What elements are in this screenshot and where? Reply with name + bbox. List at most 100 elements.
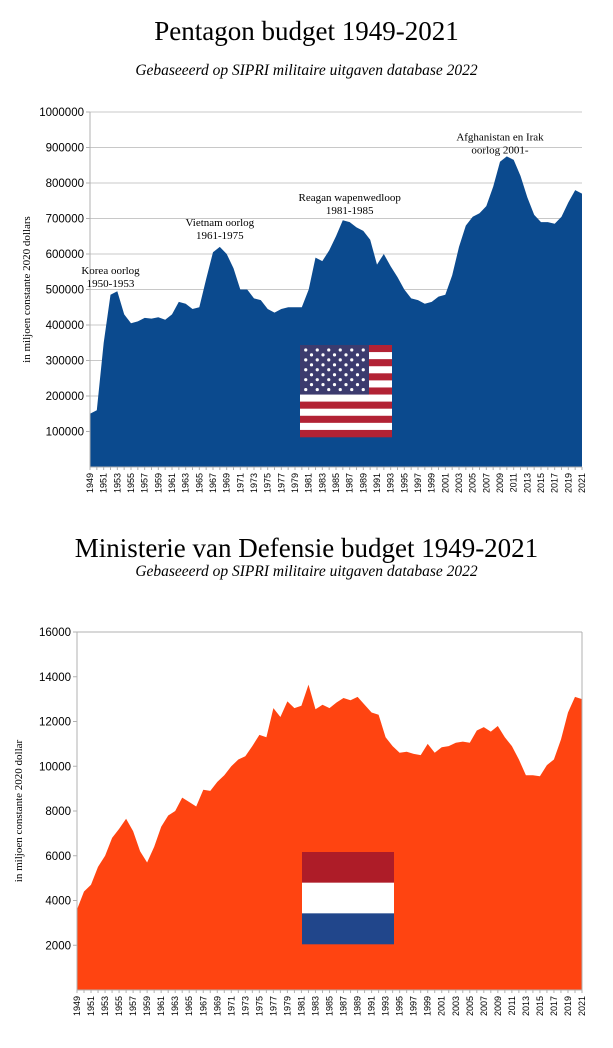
flag-stripe	[300, 415, 392, 424]
flag-star	[332, 373, 337, 377]
annotation-label: 1961-1975	[196, 230, 244, 242]
y-tick-label: 16000	[39, 627, 71, 639]
flag-stripe	[300, 401, 392, 409]
flag-star	[321, 363, 325, 367]
flag-star	[338, 358, 342, 362]
annotation-label: 1981-1985	[326, 205, 374, 217]
x-tick-label: 1995	[395, 996, 405, 1016]
x-tick-label: 1983	[310, 996, 320, 1016]
x-tick-label: 2011	[507, 996, 517, 1015]
flag-star	[304, 348, 308, 352]
x-tick-label: 1981	[304, 473, 314, 493]
x-tick-label: 2017	[550, 473, 560, 493]
x-tick-label: 2001	[437, 996, 447, 1016]
x-tick-label: 2021	[577, 996, 587, 1016]
x-tick-label: 1991	[372, 473, 382, 493]
y-tick-label: 12000	[39, 717, 71, 729]
x-tick-label: 1971	[226, 996, 236, 1016]
y-tick-label: 4000	[45, 896, 71, 908]
x-tick-label: 1959	[142, 996, 152, 1016]
flag-star	[350, 378, 354, 382]
x-tick-label: 1997	[409, 996, 419, 1016]
y-tick-label: 400000	[46, 320, 84, 332]
flag-star	[355, 353, 360, 357]
flag-star	[332, 353, 337, 357]
flag-star	[338, 348, 342, 352]
annotation-label: Reagan wapenwedloop	[299, 192, 402, 204]
flag-star	[350, 387, 354, 392]
x-tick-label: 1977	[276, 473, 286, 493]
y-tick-label: 800000	[46, 178, 84, 190]
flag-star	[350, 348, 354, 352]
x-tick-label: 2017	[549, 996, 559, 1016]
x-tick-label: 1957	[140, 473, 150, 493]
y-tick-label: 700000	[46, 214, 84, 226]
flag-star	[315, 368, 319, 372]
x-tick-label: 1953	[100, 996, 110, 1016]
x-tick-label: 1981	[296, 996, 306, 1016]
y-tick-label: 1000000	[39, 107, 84, 119]
x-tick-label: 1969	[222, 473, 232, 493]
flag-canton	[300, 345, 369, 395]
flag-star	[350, 368, 354, 372]
flag-star	[304, 358, 308, 362]
x-tick-label: 2005	[465, 996, 475, 1016]
y-tick-label: 100000	[46, 427, 84, 439]
flag-star	[350, 358, 354, 362]
x-tick-label: 1961	[156, 996, 166, 1016]
annotation-label: Afghanistan en Irak	[456, 132, 544, 144]
flag-star	[327, 348, 331, 352]
flag-star	[361, 378, 365, 382]
x-tick-label: 1955	[114, 996, 124, 1016]
flag-star	[315, 387, 319, 392]
flag-star	[309, 373, 314, 377]
flag-star	[344, 383, 348, 387]
annotation-label: oorlog 2001-	[471, 145, 528, 157]
x-tick-label: 1967	[208, 473, 218, 493]
flag-star	[355, 363, 360, 367]
chart1-title: Pentagon budget 1949-2021	[154, 16, 459, 46]
flag-star	[338, 387, 342, 392]
x-tick-label: 1961	[167, 473, 177, 493]
x-tick-label: 1993	[381, 996, 391, 1016]
x-tick-label: 1999	[427, 473, 437, 493]
flag-stripe	[300, 394, 392, 402]
flag-star	[327, 378, 331, 382]
x-tick-label: 1971	[235, 473, 245, 493]
flag-star	[361, 368, 365, 372]
x-tick-label: 1999	[423, 996, 433, 1016]
flag-star	[315, 348, 319, 352]
y-tick-label: 2000	[45, 940, 71, 952]
flag-star	[304, 378, 308, 382]
x-tick-label: 2003	[454, 473, 464, 493]
annotation-label: Vietnam oorlog	[185, 217, 254, 229]
flag-of-the-netherlands	[302, 852, 394, 945]
x-tick-label: 1995	[399, 473, 409, 493]
flag-star	[355, 383, 360, 387]
x-tick-label: 1987	[345, 473, 355, 493]
y-tick-label: 10000	[39, 761, 71, 773]
x-tick-label: 2007	[481, 473, 491, 493]
chart2-title: Ministerie van Defensie budget 1949-2021	[74, 533, 539, 563]
x-tick-label: 2003	[451, 996, 461, 1016]
x-tick-label: 2013	[521, 996, 531, 1016]
annotation-label: Korea oorlog	[81, 265, 140, 277]
x-tick-label: 2009	[495, 473, 505, 493]
chart1-subtitle: Gebaseeerd op SIPRI militaire uitgaven d…	[135, 62, 478, 79]
annotation-label: 1950-1953	[87, 278, 135, 290]
flag-star	[338, 368, 342, 372]
y-tick-label: 900000	[46, 143, 84, 155]
y-tick-label: 600000	[46, 249, 84, 261]
flag-star	[355, 373, 360, 377]
x-tick-label: 1987	[339, 996, 349, 1016]
flag-star	[361, 387, 365, 392]
flag-stripe	[300, 422, 392, 431]
x-tick-label: 1989	[358, 473, 368, 493]
flag-star	[315, 378, 319, 382]
flag-of-the-united-states	[300, 345, 392, 438]
x-tick-label: 1965	[194, 473, 204, 493]
x-tick-label: 1985	[325, 996, 335, 1016]
x-tick-label: 1969	[212, 996, 222, 1016]
y-axis-label: in miljoen constante 2020 dollars	[21, 216, 33, 363]
